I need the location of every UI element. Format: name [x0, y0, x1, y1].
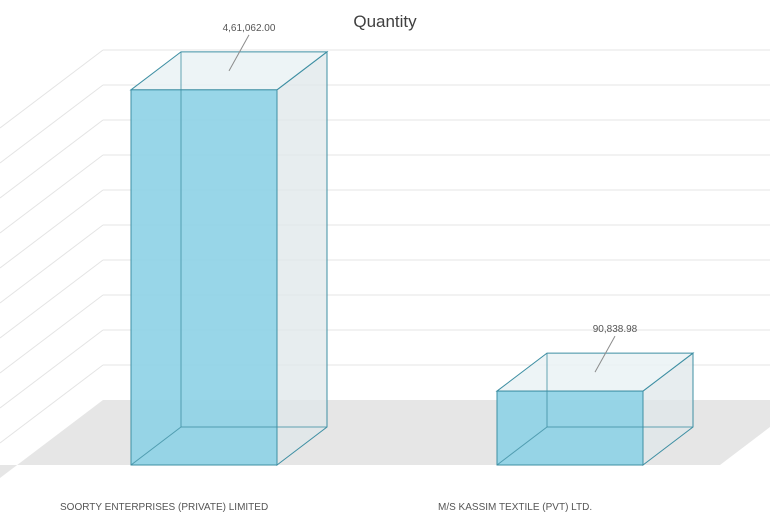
data-label-leader: [228, 34, 250, 72]
data-label: 4,61,062.00: [223, 23, 276, 34]
data-labels: 4,61,062.00 90,838.98: [223, 23, 638, 373]
gridline-diagonal: [0, 364, 104, 444]
gridline-diagonal: [0, 294, 104, 374]
chart-title: Quantity: [353, 12, 417, 31]
gridline-diagonal: [0, 49, 104, 129]
bar: [496, 390, 644, 466]
gridline-diagonal: [0, 189, 104, 269]
gridline-diagonal: [0, 224, 104, 304]
bar-back-edge: [130, 426, 182, 466]
bar-back-edge: [496, 426, 548, 466]
gridline-diagonal: [0, 119, 104, 199]
category-labels: SOORTY ENTERPRISES (PRIVATE) LIMITED M/S …: [60, 502, 592, 513]
gridline-diagonal: [0, 329, 104, 409]
category-label: SOORTY ENTERPRISES (PRIVATE) LIMITED: [60, 502, 268, 513]
gridline-diagonal: [0, 259, 104, 339]
gridline-diagonal: [0, 84, 104, 164]
category-label: M/S KASSIM TEXTILE (PVT) LTD.: [438, 502, 592, 513]
gridline-diagonal: [0, 154, 104, 234]
bar: [130, 89, 278, 466]
data-label-leader: [594, 335, 616, 373]
bar-side: [276, 50, 328, 467]
data-label: 90,838.98: [593, 324, 638, 335]
